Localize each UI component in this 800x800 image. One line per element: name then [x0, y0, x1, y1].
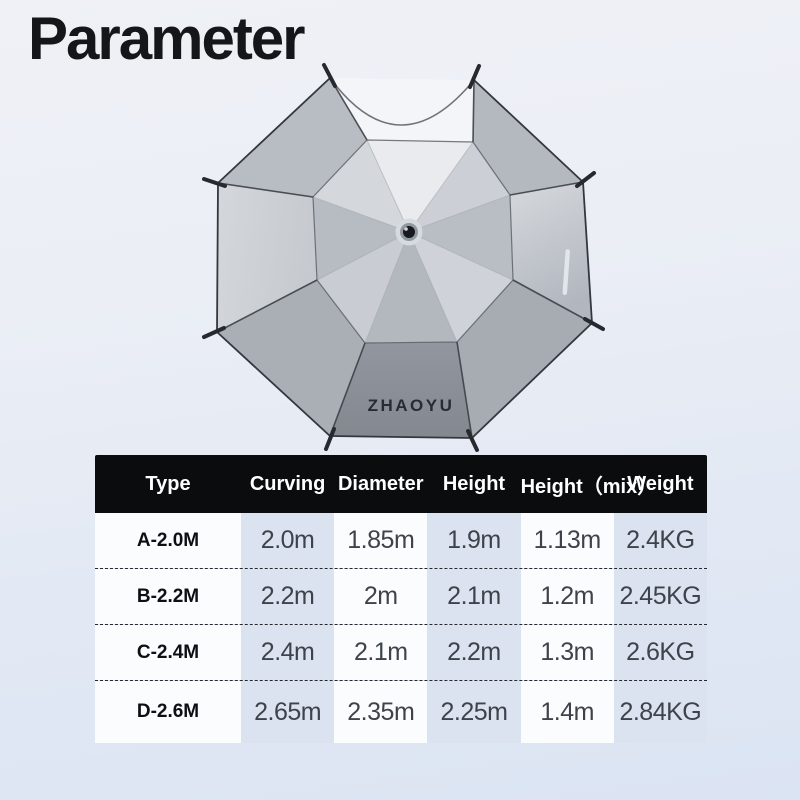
spec-table: Type Curving Diameter Height Height（mix）… [95, 455, 707, 743]
spec-cell: 2.35m [334, 681, 428, 743]
spec-cell: 1.3m [520, 625, 614, 680]
spec-cell: 1.85m [334, 513, 428, 568]
spec-cell: 2.4KG [613, 513, 707, 568]
column-header-height: Height [442, 472, 506, 495]
spec-cell: 2m [334, 569, 428, 624]
top-vent-panel [330, 78, 474, 142]
rib-seams [216, 77, 593, 439]
spec-cell: 2.2m [241, 569, 335, 624]
vent-wire [329, 77, 475, 126]
rib-tips [202, 63, 605, 452]
spec-cell: 2.1m [427, 569, 521, 624]
canopy-outer-panels [217, 78, 592, 438]
spec-row-d: D-2.6M 2.65m 2.35m 2.25m 1.4m 2.84KG [95, 680, 707, 743]
umbrella-illustration: ZHAOYU [202, 63, 605, 452]
spec-cell: 1.13m [520, 513, 614, 568]
spec-cell: 2.4m [241, 625, 335, 680]
spec-row-c: C-2.4M 2.4m 2.1m 2.2m 1.3m 2.6KG [95, 624, 707, 680]
product-image-umbrella-top-view: ZHAOYU [100, 60, 620, 458]
row-label: D-2.6M [136, 701, 200, 722]
radial-seams [312, 139, 514, 344]
spec-cell: 2.6KG [613, 625, 707, 680]
row-label: B-2.2M [136, 585, 200, 607]
canopy-inner-cone [313, 140, 513, 343]
spec-cell: 1.9m [427, 513, 521, 568]
spec-cell: 1.2m [520, 569, 614, 624]
spec-cell: 2.25m [427, 681, 521, 743]
center-hub [395, 218, 423, 246]
column-header-weight: Weight [627, 472, 694, 495]
row-label: C-2.4M [136, 641, 200, 663]
spec-row-a: A-2.0M 2.0m 1.85m 1.9m 1.13m 2.4KG [95, 513, 707, 568]
spec-cell: 1.4m [520, 681, 614, 743]
column-header-type: Type [145, 472, 191, 495]
spec-cell: A-2.0M [95, 513, 241, 568]
canopy-rim [216, 77, 593, 439]
column-header-diameter: Diameter [337, 472, 424, 495]
strap-detail [562, 249, 570, 295]
spec-cell: 2.65m [241, 681, 335, 743]
spec-cell: 2.84KG [613, 681, 707, 743]
spec-cell: 2.0m [241, 513, 335, 568]
column-header-height-mix: Height（mix） [520, 475, 658, 498]
spec-cell: 2.2m [427, 625, 521, 680]
row-label: A-2.0M [136, 529, 200, 551]
brand-logo: ZHAOYU [368, 396, 455, 415]
spec-cell: B-2.2M [95, 569, 241, 624]
spec-cell: 2.45KG [613, 569, 707, 624]
spec-cell: D-2.6M [95, 681, 241, 743]
table-header-row: Type Curving Diameter Height Height（mix）… [95, 455, 707, 513]
column-header-curving: Curving [249, 472, 326, 495]
spec-row-b: B-2.2M 2.2m 2m 2.1m 1.2m 2.45KG [95, 568, 707, 624]
spec-cell: 2.1m [334, 625, 428, 680]
page-title: Parameter [28, 5, 306, 72]
spec-cell: C-2.4M [95, 625, 241, 680]
